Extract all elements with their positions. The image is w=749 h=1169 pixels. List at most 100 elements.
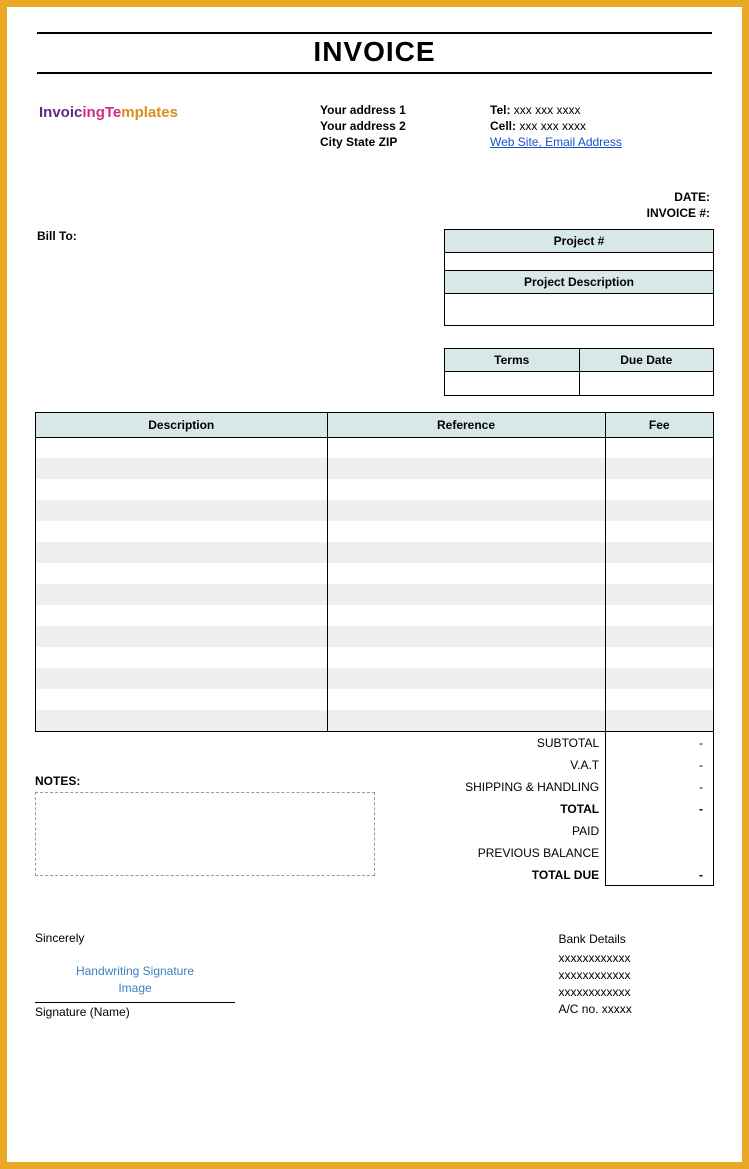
bank-line2: xxxxxxxxxxxx xyxy=(558,967,631,984)
signature-caption: Signature (Name) xyxy=(35,1002,235,1019)
cell-description xyxy=(36,605,328,626)
cell-fee xyxy=(605,605,714,626)
table-row xyxy=(36,458,714,479)
cell-description xyxy=(36,542,328,563)
date-block: DATE: INVOICE #: xyxy=(35,189,714,221)
cell-description xyxy=(36,710,328,731)
cell-description xyxy=(36,458,328,479)
address-line1: Your address 1 xyxy=(320,102,490,118)
cell-fee xyxy=(605,710,714,731)
cell-reference xyxy=(327,437,605,458)
table-row xyxy=(36,710,714,731)
totals-value: - xyxy=(606,798,714,820)
totals-row: PREVIOUS BALANCE xyxy=(422,842,713,864)
totals-row: PAID xyxy=(422,820,713,842)
cell-description xyxy=(36,584,328,605)
cell-reference xyxy=(327,626,605,647)
page-title: INVOICE xyxy=(37,32,712,74)
totals-label: SUBTOTAL xyxy=(422,732,606,754)
totals-row: V.A.T- xyxy=(422,754,713,776)
cell-reference xyxy=(327,710,605,731)
totals-value: - xyxy=(606,776,714,798)
table-row xyxy=(36,542,714,563)
logo-part3: mplates xyxy=(121,104,178,121)
col-description: Description xyxy=(36,412,328,437)
cell-description xyxy=(36,479,328,500)
table-row xyxy=(36,563,714,584)
project-desc-header: Project Description xyxy=(445,270,714,293)
bill-to-label: Bill To: xyxy=(37,229,77,243)
cell-fee xyxy=(605,563,714,584)
project-no-header: Project # xyxy=(445,229,714,252)
cell-reference xyxy=(327,668,605,689)
totals-table: SUBTOTAL-V.A.T-SHIPPING & HANDLING-TOTAL… xyxy=(422,732,714,887)
cell-reference xyxy=(327,605,605,626)
cell-fee xyxy=(605,479,714,500)
totals-label: V.A.T xyxy=(422,754,606,776)
address-line3: City State ZIP xyxy=(320,134,490,150)
table-row xyxy=(36,647,714,668)
cell-reference xyxy=(327,500,605,521)
logo-part2: ingTe xyxy=(82,104,121,121)
logo: InvoicingTemplates xyxy=(35,102,320,151)
project-no-value xyxy=(445,252,714,270)
cell-fee xyxy=(605,689,714,710)
cell-fee xyxy=(605,500,714,521)
terms-header: Terms xyxy=(445,348,580,371)
totals-row: TOTAL DUE- xyxy=(422,864,713,886)
cell-description xyxy=(36,647,328,668)
cell-reference xyxy=(327,689,605,710)
totals-label: PAID xyxy=(422,820,606,842)
signature-side: Sincerely Handwriting Signature Image Si… xyxy=(35,931,408,1018)
terms-value xyxy=(445,371,580,395)
totals-row: SHIPPING & HANDLING- xyxy=(422,776,713,798)
table-row xyxy=(36,479,714,500)
table-row xyxy=(36,500,714,521)
sincerely-label: Sincerely xyxy=(35,931,408,945)
cell-fee xyxy=(605,647,714,668)
footer-block: Sincerely Handwriting Signature Image Si… xyxy=(35,931,714,1018)
totals-value: - xyxy=(606,732,714,754)
totals-side: SUBTOTAL-V.A.T-SHIPPING & HANDLING-TOTAL… xyxy=(422,732,714,887)
due-date-value xyxy=(579,371,714,395)
date-label: DATE: xyxy=(35,189,710,205)
notes-side: NOTES: xyxy=(35,732,422,887)
table-row xyxy=(36,605,714,626)
table-row xyxy=(36,626,714,647)
totals-value: - xyxy=(606,864,714,886)
col-fee: Fee xyxy=(605,412,714,437)
table-row xyxy=(36,521,714,542)
cell-description xyxy=(36,626,328,647)
cell-fee xyxy=(605,542,714,563)
totals-label: TOTAL xyxy=(422,798,606,820)
address-block: Your address 1 Your address 2 City State… xyxy=(320,102,490,151)
header-block: InvoicingTemplates Your address 1 Your a… xyxy=(35,102,714,151)
totals-value xyxy=(606,842,714,864)
project-box: Project # Project Description xyxy=(444,229,714,326)
cell-fee xyxy=(605,521,714,542)
totals-label: TOTAL DUE xyxy=(422,864,606,886)
totals-label: PREVIOUS BALANCE xyxy=(422,842,606,864)
col-reference: Reference xyxy=(327,412,605,437)
totals-row: SUBTOTAL- xyxy=(422,732,713,754)
table-row xyxy=(36,584,714,605)
notes-label: NOTES: xyxy=(35,774,422,788)
contact-cell: Cell: xxx xxx xxxx xyxy=(490,118,622,134)
cell-description xyxy=(36,500,328,521)
cell-fee xyxy=(605,668,714,689)
cell-description xyxy=(36,668,328,689)
items-table: Description Reference Fee xyxy=(35,412,714,732)
bank-line4: A/C no. xxxxx xyxy=(558,1001,631,1018)
cell-reference xyxy=(327,542,605,563)
table-row xyxy=(36,437,714,458)
table-row xyxy=(36,689,714,710)
contact-link[interactable]: Web Site, Email Address xyxy=(490,135,622,149)
due-date-header: Due Date xyxy=(579,348,714,371)
cell-description xyxy=(36,437,328,458)
cell-reference xyxy=(327,563,605,584)
totals-row: TOTAL- xyxy=(422,798,713,820)
cell-reference xyxy=(327,647,605,668)
contact-tel: Tel: xxx xxx xxxx xyxy=(490,102,622,118)
cell-reference xyxy=(327,584,605,605)
signature-image-placeholder: Handwriting Signature Image xyxy=(35,955,235,1001)
